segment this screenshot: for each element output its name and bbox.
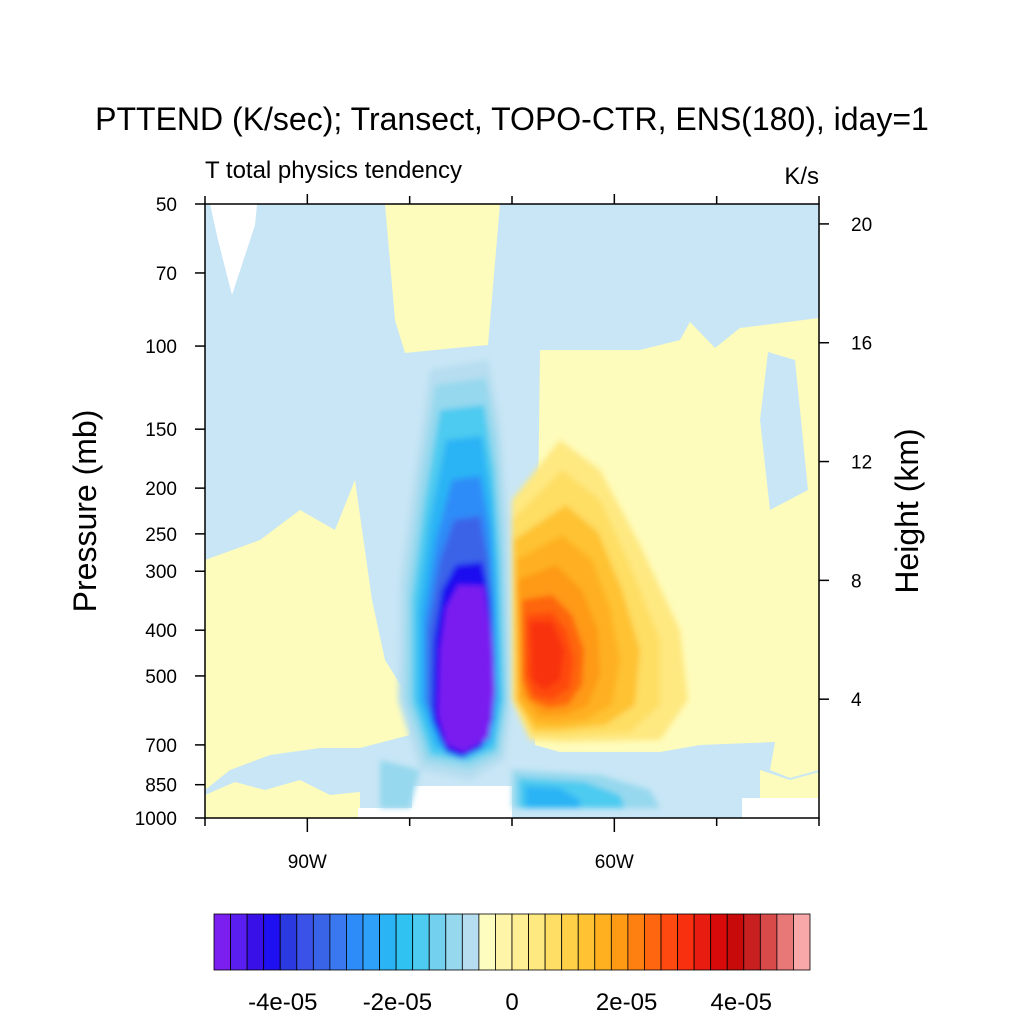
colorbar-swatch [726,913,745,971]
missing-bottom-right [742,798,819,818]
y-axis-right-label: Height (km) [889,428,925,593]
plot-area [205,204,819,818]
colorbar-swatch [644,913,662,971]
colorbar-label: -4e-05 [248,989,317,1016]
colorbar-swatch [412,913,430,971]
colorbar-label: 2e-05 [596,989,657,1016]
colorbar-swatch [395,913,414,971]
colorbar [213,913,811,971]
x-tick-label: 90W [288,852,327,873]
y-right-tick-label: 8 [851,571,862,592]
colorbar-swatch [329,913,347,971]
y-tick-label: 100 [145,337,177,358]
region-neg-upper-right [760,352,808,510]
colorbar-swatch [428,913,447,971]
colorbar-swatch [478,913,496,971]
colorbar-swatch [660,913,678,971]
colorbar-swatch [677,913,695,971]
colorbar-swatch [379,913,397,971]
y-tick-label: 50 [156,195,177,216]
colorbar-swatch [594,913,612,971]
colorbar-swatch [577,913,596,971]
colorbar-label: 4e-05 [711,989,772,1016]
x-tick-label: 60W [595,852,634,873]
colorbar-swatch [346,913,364,971]
cooling-core [398,360,512,780]
colorbar-swatch [544,913,563,971]
colorbar-swatch [793,913,811,971]
colorbar-swatch [362,913,380,971]
y-tick-label: 1000 [135,809,177,830]
region-pos-lower-left [205,480,410,790]
colorbar-swatch [461,913,480,971]
y-tick-label: 850 [145,776,177,797]
colorbar-label: 0 [505,989,518,1016]
y-tick-label: 250 [145,525,177,546]
colorbar-swatch [511,913,529,971]
missing-top-left [210,204,257,295]
colorbar-swatch [279,913,298,971]
colorbar-swatch [246,913,265,971]
cooling-surface [380,760,660,808]
missing-bottom-center [412,786,512,818]
x-axis: 90W 60W [204,194,820,873]
colorbar-swatch [230,913,248,971]
colorbar-labels: -4e-05 -2e-05 0 2e-05 4e-05 [248,989,772,1016]
y-right-tick-label: 20 [851,215,872,236]
colorbar-swatch [528,913,546,971]
region-pos-lower-right [760,770,819,798]
y-right-tick-label: 12 [851,453,872,474]
colorbar-swatch [776,913,794,971]
colorbar-swatch [693,913,712,971]
y-tick-label: 300 [145,562,177,583]
heating-core [512,440,688,742]
colorbar-swatch [263,913,281,971]
region-pos-bottom-left [205,780,360,818]
chart-subtitle-right: K/s [784,163,819,190]
y-axis-right: 20 16 12 8 4 [819,215,872,711]
colorbar-swatch [312,913,331,971]
colorbar-swatch [710,913,728,971]
region-pos-upper-center [385,204,500,353]
colorbar-swatch [445,913,463,971]
y-axis-left: 50 70 100 150 200 250 300 400 500 700 850 1000 [135,195,205,830]
colorbar-label: -2e-05 [363,989,432,1016]
colorbar-swatch [213,913,231,971]
colorbar-swatch [627,913,645,971]
y-right-tick-label: 4 [851,690,862,711]
colorbar-swatch [610,913,629,971]
colorbar-swatch [296,913,314,971]
y-tick-label: 150 [145,420,177,441]
y-tick-label: 200 [145,479,177,500]
colorbar-swatch [495,913,513,971]
missing-bottom-mid [358,808,412,818]
y-axis-label: Pressure (mb) [67,410,103,613]
colorbar-swatch [759,913,778,971]
y-tick-label: 70 [156,264,177,285]
chart-subtitle-left: T total physics tendency [205,157,462,184]
colorbar-swatch [743,913,761,971]
chart-title: PTTEND (K/sec); Transect, TOPO-CTR, ENS(… [95,101,929,137]
y-tick-label: 700 [145,736,177,757]
colorbar-swatch [561,913,579,971]
y-tick-label: 500 [145,667,177,688]
y-right-tick-label: 16 [851,334,872,355]
y-tick-label: 400 [145,621,177,642]
